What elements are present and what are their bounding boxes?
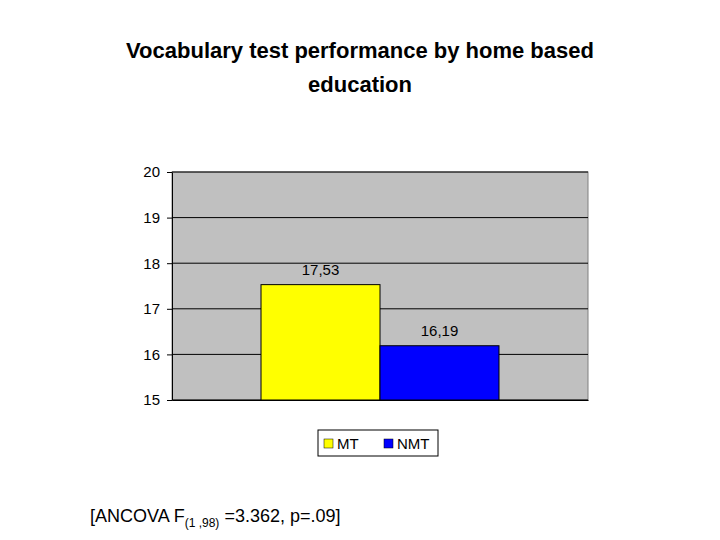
bar [380, 346, 499, 400]
plot-area [172, 172, 588, 400]
tick: 19 [143, 209, 172, 226]
tick-mark [167, 263, 172, 264]
legend-frame [318, 430, 438, 456]
y-axis: 15 16 17 18 19 20 [143, 163, 172, 408]
grid [172, 172, 588, 400]
tick: 16 [143, 346, 172, 363]
tick-mark [167, 354, 172, 355]
tick-label: 16 [143, 346, 160, 363]
tick-label: 18 [143, 255, 160, 272]
x-axis [173, 400, 589, 402]
legend-swatch [384, 439, 393, 448]
tick-label: 20 [143, 163, 160, 180]
tick-label: 17 [143, 300, 160, 317]
tick-mark [167, 218, 172, 219]
tick: 17 [143, 300, 172, 317]
legend: MT NMT [318, 430, 438, 456]
axis-line [172, 173, 173, 401]
annotation-text: [ANCOVA F [90, 506, 185, 526]
axis-line [173, 400, 589, 401]
tick-mark [167, 172, 172, 173]
tick: 15 [143, 391, 172, 408]
legend-label: MT [337, 435, 359, 452]
data-label: 16,19 [421, 322, 459, 339]
data-label: 17,53 [302, 261, 340, 278]
data-labels: 17,53 16,19 [302, 261, 459, 339]
tick-mark [167, 400, 172, 401]
annotation-text: =3.362, p=.09] [219, 506, 340, 526]
bar [261, 285, 380, 400]
annotation-subscript: (1 ,98) [185, 516, 220, 530]
legend-label: NMT [397, 435, 430, 452]
legend-swatch [324, 439, 333, 448]
grid-line [172, 263, 588, 264]
title: Vocabulary test performance by home base… [126, 38, 594, 97]
tick: 20 [143, 163, 172, 180]
bars [261, 285, 499, 400]
tick: 18 [143, 255, 172, 272]
annotation: [ANCOVA F(1 ,98) =3.362, p=.09] [90, 506, 340, 530]
tick-label: 15 [143, 391, 160, 408]
tick-label: 19 [143, 209, 160, 226]
tick-mark [167, 309, 172, 310]
chart: Vocabulary test performance by home base… [0, 0, 720, 540]
grid-line [172, 172, 588, 173]
grid-line [172, 217, 588, 218]
